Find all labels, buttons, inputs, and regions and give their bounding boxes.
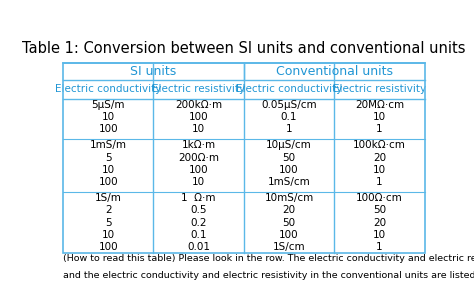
Text: 200kΩ·m: 200kΩ·m	[175, 100, 222, 110]
Text: 100: 100	[279, 165, 299, 175]
Text: 50: 50	[283, 218, 296, 228]
Text: 50: 50	[373, 205, 386, 215]
Text: Electric conductivity: Electric conductivity	[236, 84, 342, 94]
Text: 0.01: 0.01	[187, 242, 210, 252]
Text: 10: 10	[192, 177, 205, 187]
Text: Electric conductivity: Electric conductivity	[55, 84, 161, 94]
Text: 10: 10	[373, 230, 386, 240]
Text: Table 1: Conversion between SI units and conventional units: Table 1: Conversion between SI units and…	[22, 41, 465, 56]
Text: 0.5: 0.5	[191, 205, 207, 215]
Text: 1S/m: 1S/m	[95, 193, 122, 203]
Text: 10mS/cm: 10mS/cm	[264, 193, 314, 203]
Text: 100: 100	[98, 242, 118, 252]
Text: 1mS/cm: 1mS/cm	[268, 177, 310, 187]
Text: 1: 1	[376, 177, 383, 187]
Text: 10: 10	[101, 165, 115, 175]
Text: 10μS/cm: 10μS/cm	[266, 140, 312, 150]
Text: 5: 5	[105, 152, 111, 162]
Text: 200Ω·m: 200Ω·m	[178, 152, 219, 162]
Text: 100: 100	[189, 165, 209, 175]
Text: 0.1: 0.1	[281, 112, 297, 122]
Text: 1  Ω·m: 1 Ω·m	[182, 193, 216, 203]
Text: Electric resistivity: Electric resistivity	[333, 84, 426, 94]
Text: 10: 10	[373, 165, 386, 175]
Text: 50: 50	[283, 152, 296, 162]
Text: and the electric conductivity and electric resistivity in the conventional units: and the electric conductivity and electr…	[63, 271, 474, 280]
Text: SI units: SI units	[130, 65, 176, 78]
Bar	[63, 63, 425, 253]
Text: 5: 5	[105, 218, 111, 228]
Text: 10: 10	[373, 112, 386, 122]
Text: 1S/cm: 1S/cm	[273, 242, 305, 252]
Text: 10: 10	[101, 112, 115, 122]
Text: 5μS/m: 5μS/m	[91, 100, 125, 110]
Text: 100: 100	[279, 230, 299, 240]
Text: 100Ω·cm: 100Ω·cm	[356, 193, 403, 203]
Text: 1: 1	[286, 124, 292, 134]
Text: 1kΩ·m: 1kΩ·m	[182, 140, 216, 150]
Text: 1: 1	[376, 242, 383, 252]
Text: 20MΩ·cm: 20MΩ·cm	[355, 100, 404, 110]
Text: 100: 100	[98, 124, 118, 134]
Text: 0.2: 0.2	[191, 218, 207, 228]
Text: 2: 2	[105, 205, 111, 215]
Text: 20: 20	[373, 218, 386, 228]
Text: 0.05μS/cm: 0.05μS/cm	[261, 100, 317, 110]
Text: 100: 100	[189, 112, 209, 122]
Text: Electric resistivity: Electric resistivity	[152, 84, 245, 94]
Text: (How to read this table) Please look in the row. The electric conductivity and e: (How to read this table) Please look in …	[63, 254, 474, 263]
Text: 100kΩ·cm: 100kΩ·cm	[353, 140, 406, 150]
Text: 20: 20	[373, 152, 386, 162]
Text: 10: 10	[192, 124, 205, 134]
Text: 0.1: 0.1	[191, 230, 207, 240]
Text: 100: 100	[98, 177, 118, 187]
Text: 10: 10	[101, 230, 115, 240]
Text: Conventional units: Conventional units	[276, 65, 393, 78]
Text: 1mS/m: 1mS/m	[90, 140, 127, 150]
Text: 20: 20	[283, 205, 296, 215]
Text: 1: 1	[376, 124, 383, 134]
